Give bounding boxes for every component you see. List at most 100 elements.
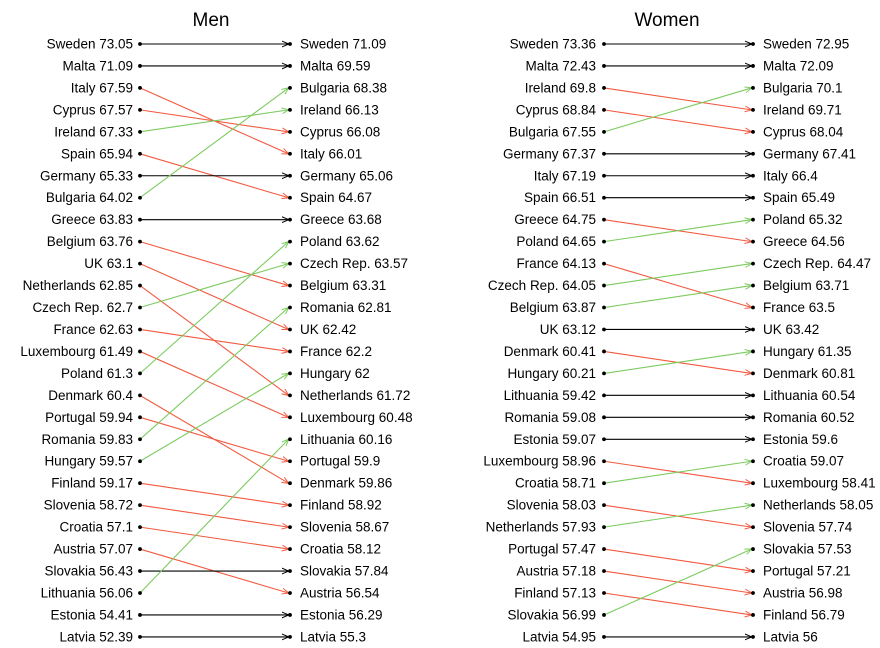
right-label-men-uk: UK 62.42 <box>300 322 356 337</box>
right-label-men-croatia: Croatia 58.12 <box>300 542 381 557</box>
right-dot-men-uk <box>288 327 292 332</box>
left-label-men-portugal: Portugal 59.94 <box>45 410 133 425</box>
right-dot-women-germany <box>751 151 755 156</box>
right-label-women-romania: Romania 60.52 <box>763 410 855 425</box>
right-dot-men-poland <box>288 239 292 244</box>
left-label-women-belgium: Belgium 63.87 <box>510 300 596 315</box>
left-dot-men-greece <box>138 217 142 222</box>
right-dot-women-luxembourg <box>751 481 755 486</box>
left-dot-men-luxembourg <box>138 349 142 354</box>
left-label-men-romania: Romania 59.83 <box>41 432 133 447</box>
left-dot-women-hungary <box>602 371 606 376</box>
right-label-men-finland: Finland 58.92 <box>300 498 382 513</box>
right-dot-women-slovenia <box>751 525 755 530</box>
right-dot-women-greece <box>751 239 755 244</box>
left-label-men-ireland: Ireland 67.33 <box>54 124 133 139</box>
right-dot-men-estonia <box>288 613 292 617</box>
left-dot-women-czech-rep <box>602 283 606 288</box>
left-label-women-italy: Italy 67.19 <box>534 168 596 183</box>
right-label-women-bulgaria: Bulgaria 70.1 <box>763 80 843 95</box>
left-label-men-bulgaria: Bulgaria 64.02 <box>46 190 133 205</box>
right-label-women-austria: Austria 56.98 <box>763 586 843 601</box>
left-label-women-greece: Greece 64.75 <box>514 212 596 227</box>
left-dot-women-slovakia <box>602 613 606 617</box>
left-label-men-austria: Austria 57.07 <box>53 542 133 557</box>
rank-change-line-men-uk <box>139 263 289 330</box>
left-dot-men-czech-rep <box>138 305 142 310</box>
rank-change-line-men-hungary <box>139 373 289 462</box>
right-dot-women-hungary <box>751 349 755 354</box>
left-dot-women-croatia <box>602 481 606 486</box>
right-dot-men-belgium <box>288 283 292 288</box>
left-dot-women-ireland <box>602 86 606 90</box>
left-dot-women-malta <box>602 64 606 68</box>
panel-title-men: Men <box>193 10 230 31</box>
left-label-women-spain: Spain 66.51 <box>524 190 596 205</box>
right-label-men-denmark: Denmark 59.86 <box>300 476 392 491</box>
left-label-men-germany: Germany 65.33 <box>40 168 133 183</box>
right-dot-women-malta <box>751 64 755 68</box>
left-dot-women-luxembourg <box>602 459 606 464</box>
left-label-women-austria: Austria 57.18 <box>516 564 596 579</box>
left-dot-men-hungary <box>138 459 142 464</box>
left-dot-men-ireland <box>138 129 142 134</box>
left-label-men-slovakia: Slovakia 56.43 <box>44 564 133 579</box>
right-label-women-malta: Malta 72.09 <box>763 58 834 73</box>
left-label-men-finland: Finland 59.17 <box>51 476 133 491</box>
left-dot-men-poland <box>138 371 142 376</box>
panel-women: Women Sweden 73.36 Malta 72.43 Ireland 69.8… <box>483 10 875 644</box>
right-dot-men-denmark <box>288 481 292 486</box>
right-label-women-belgium: Belgium 63.71 <box>763 278 849 293</box>
left-dot-women-poland <box>602 239 606 244</box>
left-label-women-lithuania: Lithuania 59.42 <box>504 388 596 403</box>
right-label-men-italy: Italy 66.01 <box>300 146 362 161</box>
left-dot-men-belgium <box>138 239 142 244</box>
right-dot-women-poland <box>751 217 755 222</box>
right-dot-men-croatia <box>288 547 292 551</box>
left-dot-men-lithuania <box>138 591 142 595</box>
left-label-men-poland: Poland 61.3 <box>61 366 133 381</box>
rank-change-line-men-luxembourg <box>139 350 289 417</box>
left-label-men-luxembourg: Luxembourg 61.49 <box>20 344 133 359</box>
left-label-women-cyprus: Cyprus 68.84 <box>516 102 597 117</box>
right-dot-men-hungary <box>288 371 292 376</box>
left-dot-men-finland <box>138 481 142 486</box>
right-label-women-greece: Greece 64.56 <box>763 234 845 249</box>
right-label-women-lithuania: Lithuania 60.54 <box>763 388 856 403</box>
right-dot-women-ireland <box>751 107 755 112</box>
rank-change-line-women-cyprus <box>603 109 752 132</box>
rank-change-line-men-france <box>139 328 289 351</box>
right-label-women-denmark: Denmark 60.81 <box>763 366 855 381</box>
right-dot-women-romania <box>751 415 755 420</box>
left-dot-women-bulgaria <box>602 129 606 134</box>
right-label-men-cyprus: Cyprus 66.08 <box>300 124 380 139</box>
left-dot-men-spain <box>138 151 142 156</box>
left-label-women-malta: Malta 72.43 <box>525 58 596 73</box>
right-dot-men-netherlands <box>288 393 292 398</box>
right-dot-men-austria <box>288 591 292 595</box>
left-label-women-slovakia: Slovakia 56.99 <box>507 607 596 622</box>
left-dot-women-portugal <box>602 547 606 551</box>
right-label-women-spain: Spain 65.49 <box>763 190 835 205</box>
left-label-women-luxembourg: Luxembourg 58.96 <box>483 454 596 469</box>
left-dot-men-france <box>138 327 142 332</box>
right-dot-women-bulgaria <box>751 86 755 90</box>
left-dot-men-uk <box>138 261 142 266</box>
left-dot-women-finland <box>602 591 606 595</box>
right-label-women-portugal: Portugal 57.21 <box>763 564 851 579</box>
left-label-men-greece: Greece 63.83 <box>51 212 133 227</box>
left-label-women-poland: Poland 64.65 <box>516 234 596 249</box>
left-label-women-croatia: Croatia 58.71 <box>515 476 596 491</box>
left-label-women-latvia: Latvia 54.95 <box>522 629 596 643</box>
left-label-men-italy: Italy 67.59 <box>71 80 133 95</box>
right-label-men-estonia: Estonia 56.29 <box>300 607 383 622</box>
right-label-men-ireland: Ireland 66.13 <box>300 102 379 117</box>
right-label-women-latvia: Latvia 56 <box>763 629 818 643</box>
right-label-men-netherlands: Netherlands 61.72 <box>300 388 410 403</box>
right-label-women-hungary: Hungary 61.35 <box>763 344 852 359</box>
right-dot-men-luxembourg <box>288 415 292 420</box>
right-dot-women-sweden <box>751 42 755 46</box>
left-dot-women-spain <box>602 195 606 200</box>
rank-change-line-women-slovakia <box>603 549 752 616</box>
